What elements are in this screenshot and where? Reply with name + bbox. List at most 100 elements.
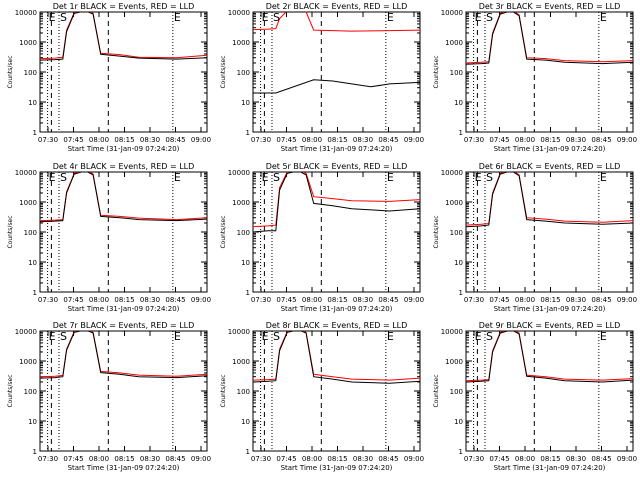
marker-label: E [387, 171, 394, 184]
data-layer [253, 12, 420, 132]
plot-frame [465, 11, 634, 133]
x-tick-label: 07:45 [276, 455, 296, 463]
chart-panel-9: Det 9r BLACK = Events, RED = LLD 1 10 100 10… [433, 321, 637, 472]
marker-label: E [475, 330, 482, 343]
x-tick-label: 08:30 [566, 455, 586, 463]
x-tick-label: 08:30 [353, 455, 373, 463]
series-line-events-black [40, 331, 207, 379]
x-tick-label: 07:30 [251, 296, 271, 304]
y-axis-label: Counts/sec [433, 215, 440, 248]
marker-label: E [49, 11, 56, 24]
x-tick-label: 07:45 [276, 136, 296, 144]
x-tick-label: 08:45 [591, 296, 611, 304]
x-tick-label: 08:30 [140, 455, 160, 463]
y-tick-label: 1000 [232, 358, 250, 366]
x-tick-label: 07:45 [63, 296, 83, 304]
marker-label: E [49, 171, 56, 184]
x-tick-label: 08:00 [302, 455, 322, 463]
y-axis-label: Counts/sec [7, 215, 14, 248]
x-tick-label: 07:30 [251, 455, 271, 463]
marker-label: E [262, 171, 269, 184]
series-line-lld-red [466, 331, 633, 382]
y-tick-label: 1000 [19, 199, 37, 207]
y-axis-label: Counts/sec [220, 215, 227, 248]
data-layer [466, 172, 633, 292]
marker-label: S [486, 330, 493, 343]
x-tick-label: 09:00 [191, 296, 211, 304]
x-tick-label: 07:45 [489, 136, 509, 144]
series-line-lld-red [40, 331, 207, 378]
series-line-events-black [40, 12, 207, 61]
y-tick-label: 1 [33, 448, 37, 456]
marker-label: E [475, 171, 482, 184]
series-line-lld-red [40, 172, 207, 222]
x-tick-label: 08:45 [591, 136, 611, 144]
y-tick-label: 10000 [228, 169, 250, 177]
y-tick-label: 1 [246, 448, 250, 456]
y-tick-label: 1 [33, 129, 37, 137]
x-tick-label: 08:00 [89, 136, 109, 144]
data-layer [466, 331, 633, 451]
plot-frame [39, 171, 208, 293]
y-tick-label: 100 [24, 69, 37, 77]
y-tick-label: 100 [237, 229, 250, 237]
marker-label: S [60, 171, 67, 184]
series-line-events-black [466, 331, 633, 383]
series-line-events-black [253, 79, 420, 94]
x-tick-label: 09:00 [404, 455, 424, 463]
x-tick-label: 07:45 [489, 296, 509, 304]
y-tick-label: 10000 [15, 9, 37, 17]
chart-panel-4: Det 4r BLACK = Events, RED = LLD 1 10 100 10… [7, 162, 211, 313]
y-tick-label: 10000 [15, 169, 37, 177]
chart-title: Det 4r BLACK = Events, RED = LLD [53, 162, 195, 171]
chart-title: Det 5r BLACK = Events, RED = LLD [266, 162, 408, 171]
plot-frame [252, 11, 421, 133]
x-tick-label: 08:30 [140, 136, 160, 144]
x-axis-label: Start Time (31-Jan-09 07:24:20) [281, 464, 393, 472]
chart-title: Det 9r BLACK = Events, RED = LLD [479, 321, 621, 330]
series-line-events-black [466, 12, 633, 65]
chart-title: Det 8r BLACK = Events, RED = LLD [266, 321, 408, 330]
y-tick-label: 1 [246, 129, 250, 137]
marker-label: E [174, 11, 181, 24]
x-tick-label: 07:30 [38, 136, 58, 144]
y-tick-label: 100 [450, 229, 463, 237]
x-tick-label: 08:45 [378, 455, 398, 463]
marker-label: E [174, 171, 181, 184]
marker-label: E [600, 330, 607, 343]
series-line-events-black [466, 172, 633, 228]
x-tick-label: 08:00 [515, 136, 535, 144]
y-tick-label: 1 [459, 129, 463, 137]
x-tick-label: 08:45 [591, 455, 611, 463]
x-tick-label: 07:30 [38, 455, 58, 463]
chart-panel-1: Det 1r BLACK = Events, RED = LLD 1 10 100 10… [7, 2, 211, 153]
y-tick-label: 1 [246, 289, 250, 297]
marker-label: E [387, 11, 394, 24]
chart-title: Det 2r BLACK = Events, RED = LLD [266, 2, 408, 11]
chart-title: Det 1r BLACK = Events, RED = LLD [53, 2, 195, 11]
x-tick-label: 08:30 [353, 296, 373, 304]
x-tick-label: 08:15 [114, 296, 134, 304]
y-tick-label: 1000 [19, 39, 37, 47]
y-tick-label: 100 [450, 388, 463, 396]
y-axis-label: Counts/sec [220, 55, 227, 88]
x-tick-label: 08:00 [89, 455, 109, 463]
series-line-lld-red [466, 12, 633, 64]
y-tick-label: 10000 [441, 328, 463, 336]
series-line-events-black [253, 172, 420, 233]
series-line-lld-red [40, 12, 207, 60]
y-tick-label: 1000 [19, 358, 37, 366]
marker-label: E [262, 11, 269, 24]
marker-label: E [387, 330, 394, 343]
y-tick-label: 10000 [441, 169, 463, 177]
plot-frame [252, 330, 421, 452]
x-tick-label: 09:00 [617, 455, 637, 463]
y-axis-label: Counts/sec [433, 55, 440, 88]
y-tick-label: 100 [24, 388, 37, 396]
x-tick-label: 08:00 [515, 455, 535, 463]
x-tick-label: 08:00 [515, 296, 535, 304]
x-tick-label: 07:45 [489, 455, 509, 463]
chart-panel-6: Det 6r BLACK = Events, RED = LLD 1 10 100 10… [433, 162, 637, 313]
x-axis-label: Start Time (31-Jan-09 07:24:20) [68, 464, 180, 472]
x-axis-label: Start Time (31-Jan-09 07:24:20) [281, 305, 393, 313]
